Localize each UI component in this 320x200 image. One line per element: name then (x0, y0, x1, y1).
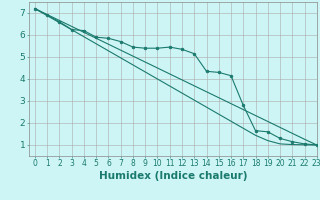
X-axis label: Humidex (Indice chaleur): Humidex (Indice chaleur) (99, 171, 247, 181)
